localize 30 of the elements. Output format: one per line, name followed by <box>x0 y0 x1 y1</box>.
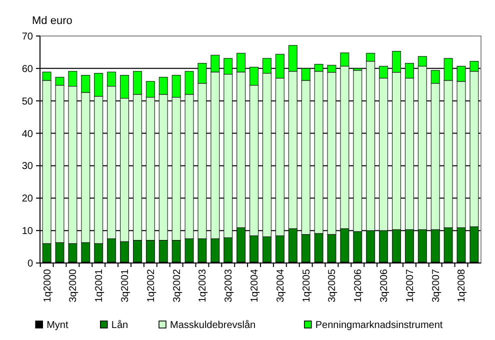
x-tick-label: 3q2003 <box>224 268 235 302</box>
legend-label: Mynt <box>46 320 68 331</box>
x-tick-label: 3q2005 <box>327 268 338 302</box>
x-tick-label: 3q2007 <box>430 268 442 302</box>
x-tick-label: 1q2003 <box>198 268 209 302</box>
x-tick-label: 1q2008 <box>456 268 468 302</box>
x-tick-label: 1q2004 <box>250 268 261 302</box>
x-tick-label: 3q2001 <box>120 268 132 302</box>
y-tick-label: 70 <box>22 32 34 42</box>
legend-label: Lån <box>111 319 128 331</box>
y-tick-label: 60 <box>22 64 34 75</box>
x-tick-label: 1q2007 <box>404 268 416 302</box>
x-tick-label: 1q2006 <box>353 268 364 302</box>
y-tick-label: 10 <box>22 226 34 238</box>
legend-label: Penningmarknadsinstrument <box>315 320 443 331</box>
y-axis-title: Md euro <box>32 15 72 27</box>
y-tick-label: 0 <box>27 258 34 270</box>
legend-label: Masskuldebrevslån <box>170 319 256 331</box>
y-tick-label: 40 <box>22 128 34 140</box>
x-tick-label: 1q2001 <box>94 268 106 302</box>
x-tick-label: 3q2004 <box>275 268 286 302</box>
y-tick-label: 20 <box>22 194 34 205</box>
x-tick-label: 3q2002 <box>172 268 183 302</box>
x-tick-label: 1q2000 <box>42 268 54 302</box>
x-tick-label: 1q2005 <box>301 268 312 302</box>
x-tick-label: 3q2006 <box>379 268 390 302</box>
x-tick-label: 3q2000 <box>68 268 80 302</box>
y-tick-label: 30 <box>22 161 34 172</box>
y-tick-label: 50 <box>22 96 34 108</box>
x-tick-label: 1q2002 <box>146 268 157 302</box>
